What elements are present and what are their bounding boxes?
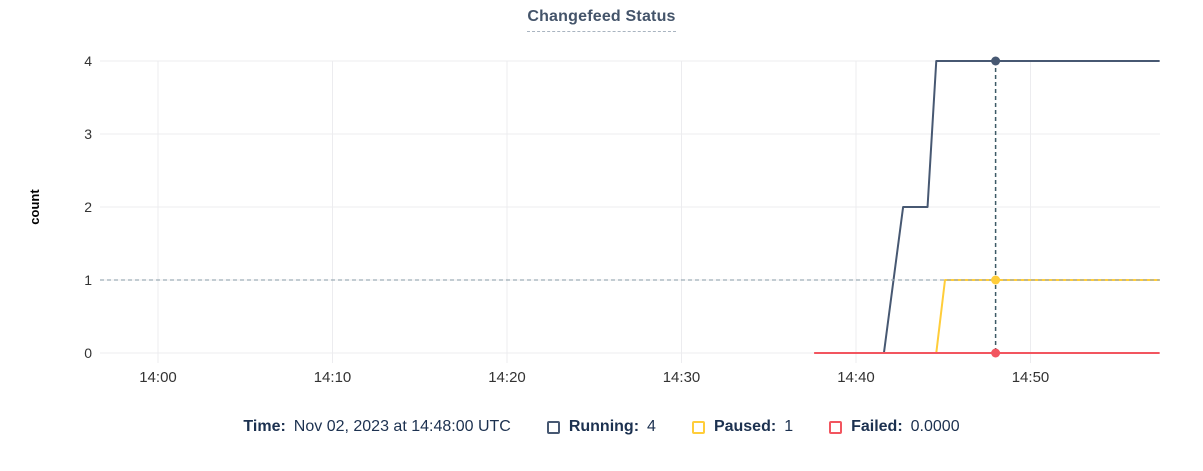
legend-time-value: Nov 02, 2023 at 14:48:00 UTC — [293, 418, 511, 435]
legend-running-label: Running: — [568, 418, 640, 435]
hover-dot-paused — [991, 275, 1001, 285]
running-swatch-icon — [546, 420, 560, 434]
changefeed-status-chart[interactable]: 0 1 2 3 4 14:00 14:10 14:20 14:30 14:40 14:50 count — [0, 0, 1203, 405]
x-tick-label: 14:20 — [488, 369, 526, 386]
chart-title-wrap: Changefeed Status — [0, 8, 1203, 32]
legend-item-paused[interactable]: Paused: 1 — [691, 418, 794, 436]
legend-time: Time: Nov 02, 2023 at 14:48:00 UTC — [243, 418, 510, 436]
x-tick-label: 14:40 — [837, 369, 875, 386]
legend-paused-value: 1 — [784, 418, 794, 435]
series-line-running — [882, 60, 1160, 354]
x-tick-label: 14:00 — [139, 369, 177, 386]
failed-swatch-icon — [829, 420, 843, 434]
x-tick-label: 14:30 — [663, 369, 701, 386]
paused-swatch-icon — [691, 420, 705, 434]
hover-dot-running — [991, 56, 1001, 66]
y-tick-label: 4 — [84, 53, 92, 69]
plot-area[interactable] — [100, 46, 1160, 353]
legend-failed-label: Failed: — [851, 418, 903, 435]
x-tick-label: 14:10 — [314, 369, 352, 386]
legend-running-value: 4 — [647, 418, 656, 435]
x-tick-label: 14:50 — [1012, 369, 1050, 386]
legend-time-label: Time: — [243, 418, 286, 435]
legend-item-running[interactable]: Running: 4 — [546, 418, 656, 436]
y-tick-label: 3 — [84, 126, 92, 142]
legend-paused-label: Paused: — [713, 418, 777, 435]
y-axis-label: count — [27, 189, 42, 225]
y-tick-label: 0 — [84, 345, 92, 361]
y-tick-label: 2 — [84, 199, 92, 215]
legend-failed-value: 0.0000 — [910, 418, 960, 435]
chart-legend: Time: Nov 02, 2023 at 14:48:00 UTC Runni… — [0, 418, 1203, 436]
chart-title[interactable]: Changefeed Status — [527, 8, 676, 32]
legend-item-failed[interactable]: Failed: 0.0000 — [829, 418, 960, 436]
hover-dot-failed — [991, 348, 1001, 358]
y-tick-label: 1 — [84, 272, 92, 288]
